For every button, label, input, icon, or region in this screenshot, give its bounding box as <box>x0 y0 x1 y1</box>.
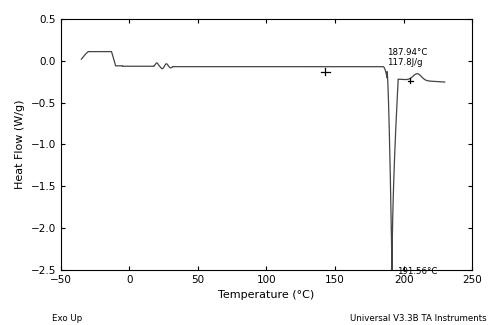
Y-axis label: Heat Flow (W/g): Heat Flow (W/g) <box>15 100 25 189</box>
Text: 191.56°C: 191.56°C <box>397 267 437 276</box>
Text: Exo Up: Exo Up <box>52 314 83 323</box>
X-axis label: Temperature (°C): Temperature (°C) <box>218 290 315 300</box>
Text: 187.94°C
117.8J/g: 187.94°C 117.8J/g <box>387 48 427 68</box>
Text: Universal V3.3B TA Instruments: Universal V3.3B TA Instruments <box>350 314 487 323</box>
